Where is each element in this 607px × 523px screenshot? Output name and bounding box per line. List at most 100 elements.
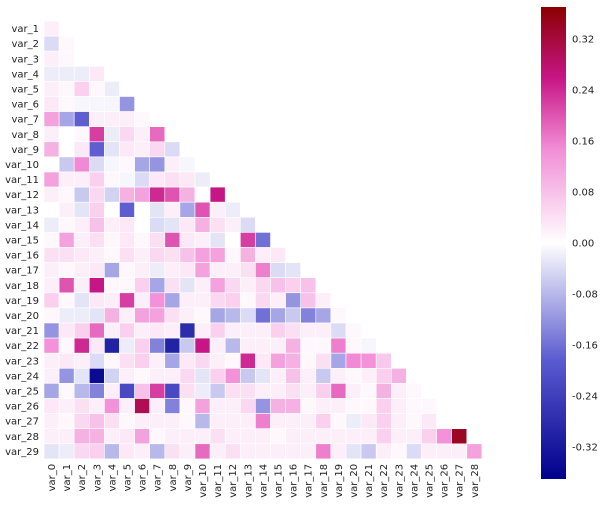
heatmap-cell-var_18-var_6 — [134, 277, 151, 294]
row-label-var_14: var_14 — [5, 220, 39, 231]
heatmap-cell-var_24-var_0 — [43, 367, 60, 384]
column-label-var_9: var_9 — [183, 464, 194, 492]
heatmap-cell-var_20-var_6 — [134, 307, 151, 324]
heatmap-cell-var_21-var_12 — [224, 322, 241, 339]
heatmap-cell-var_29-var_27 — [451, 443, 468, 460]
heatmap-cell-var_28-var_7 — [149, 428, 166, 445]
colorbar-tick-3: 0.08 — [572, 187, 594, 198]
heatmap-cell-var_18-var_7 — [149, 277, 166, 294]
heatmap-cell-var_10-var_5 — [119, 156, 135, 173]
heatmap-cell-var_27-var_11 — [209, 413, 226, 430]
heatmap-cell-var_23-var_21 — [360, 352, 377, 369]
heatmap-cell-var_19-var_9 — [179, 292, 196, 309]
row-label-var_21: var_21 — [5, 326, 39, 337]
heatmap-cell-var_16-var_15 — [270, 247, 286, 263]
heatmap-cell-var_21-var_13 — [240, 322, 256, 339]
heatmap-cell-var_24-var_4 — [104, 367, 120, 384]
heatmap-cell-var_21-var_8 — [164, 322, 181, 339]
heatmap-cell-var_15-var_12 — [224, 232, 241, 248]
column-label-var_27: var_27 — [455, 464, 466, 498]
column-label-var_16: var_16 — [289, 464, 300, 498]
heatmap-cell-var_28-var_17 — [300, 428, 317, 445]
heatmap-cell-var_9-var_3 — [89, 141, 105, 158]
heatmap-cell-var_19-var_11 — [209, 292, 226, 309]
column-label-var_17: var_17 — [304, 464, 315, 498]
heatmap-cell-var_14-var_5 — [119, 217, 135, 233]
heatmap-cell-var_11-var_2 — [73, 171, 90, 188]
colorbar-gradient — [541, 7, 566, 479]
heatmap-cell-var_26-var_11 — [209, 398, 226, 414]
heatmap-cell-var_25-var_19 — [330, 383, 347, 399]
column-label-var_25: var_25 — [425, 464, 436, 498]
heatmap-cell-var_12-var_8 — [164, 186, 181, 203]
heatmap-cell-var_23-var_15 — [270, 352, 286, 369]
heatmap-cell-var_19-var_5 — [119, 292, 135, 309]
heatmap-cell-var_24-var_22 — [375, 367, 392, 384]
heatmap-cell-var_13-var_3 — [89, 201, 105, 218]
heatmap-cell-var_28-var_15 — [270, 428, 286, 445]
heatmap-cell-var_25-var_3 — [89, 383, 105, 399]
colorbar-tick-4: 0.00 — [572, 239, 594, 250]
heatmap-cell-var_22-var_4 — [104, 337, 120, 354]
heatmap-cell-var_20-var_16 — [285, 307, 302, 324]
heatmap-cell-var_25-var_5 — [119, 383, 135, 399]
heatmap-cell-var_23-var_6 — [134, 352, 151, 369]
heatmap-cell-var_25-var_17 — [300, 383, 317, 399]
heatmap-cell-var_20-var_3 — [89, 307, 105, 324]
heatmap-cell-var_15-var_5 — [119, 232, 135, 248]
heatmap-cell-var_21-var_6 — [134, 322, 151, 339]
heatmap-cell-var_21-var_7 — [149, 322, 166, 339]
heatmap-cell-var_12-var_10 — [194, 186, 211, 203]
heatmap-cell-var_29-var_11 — [209, 443, 226, 460]
heatmap-cell-var_29-var_10 — [194, 443, 211, 460]
heatmap-cell-var_28-var_23 — [390, 428, 407, 445]
heatmap-cell-var_21-var_20 — [345, 322, 362, 339]
heatmap-cell-var_28-var_6 — [134, 428, 151, 445]
row-label-var_16: var_16 — [5, 251, 39, 262]
heatmap-cell-var_19-var_1 — [58, 292, 75, 309]
heatmap-cell-var_27-var_1 — [58, 413, 75, 430]
heatmap-cell-var_21-var_2 — [73, 322, 90, 339]
heatmap-cell-var_20-var_13 — [240, 307, 256, 324]
heatmap-cell-var_10-var_9 — [179, 156, 196, 173]
heatmap-cell-var_12-var_6 — [134, 186, 151, 203]
heatmap-cell-var_24-var_14 — [255, 367, 271, 384]
heatmap-cell-var_21-var_10 — [194, 322, 211, 339]
heatmap-cell-var_20-var_4 — [104, 307, 120, 324]
column-label-var_8: var_8 — [168, 464, 179, 492]
heatmap-cell-var_10-var_2 — [73, 156, 90, 173]
heatmap-cell-var_21-var_14 — [255, 322, 271, 339]
heatmap-cell-var_25-var_0 — [43, 383, 60, 399]
heatmap-cell-var_27-var_21 — [360, 413, 377, 430]
heatmap-cell-var_25-var_7 — [149, 383, 166, 399]
heatmap-cell-var_5-var_3 — [89, 81, 105, 97]
heatmap-cell-var_28-var_27 — [451, 428, 468, 445]
heatmap-cell-var_24-var_3 — [89, 367, 105, 384]
heatmap-cell-var_16-var_6 — [134, 247, 151, 263]
row-label-var_3: var_3 — [11, 54, 39, 65]
heatmap-cell-var_11-var_7 — [149, 171, 166, 188]
heatmap-cell-var_22-var_3 — [89, 337, 105, 354]
heatmap-cell-var_15-var_10 — [194, 232, 211, 248]
heatmap-cell-var_13-var_1 — [58, 201, 75, 218]
column-label-var_4: var_4 — [107, 464, 118, 492]
heatmap-cell-var_27-var_6 — [134, 413, 151, 430]
row-label-var_28: var_28 — [5, 432, 39, 443]
heatmap-cell-var_25-var_1 — [58, 383, 75, 399]
heatmap-cell-var_14-var_4 — [104, 217, 120, 233]
heatmap-cell-var_10-var_3 — [89, 156, 105, 173]
heatmap-cell-var_18-var_13 — [240, 277, 256, 294]
heatmap-cell-var_26-var_16 — [285, 398, 302, 414]
heatmap-cell-var_24-var_6 — [134, 367, 151, 384]
heatmap-cell-var_2-var_1 — [58, 35, 75, 52]
heatmap-cell-var_29-var_13 — [240, 443, 256, 460]
heatmap-cell-var_20-var_19 — [330, 307, 347, 324]
heatmap-cell-var_6-var_2 — [73, 96, 90, 112]
row-label-var_19: var_19 — [5, 296, 39, 307]
heatmap-cell-var_27-var_23 — [390, 413, 407, 430]
heatmap-cell-var_19-var_6 — [134, 292, 151, 309]
heatmap-cell-var_17-var_12 — [224, 262, 241, 279]
column-label-var_10: var_10 — [198, 464, 209, 498]
heatmap-cell-var_21-var_5 — [119, 322, 135, 339]
heatmap-cell-var_14-var_10 — [194, 217, 211, 233]
